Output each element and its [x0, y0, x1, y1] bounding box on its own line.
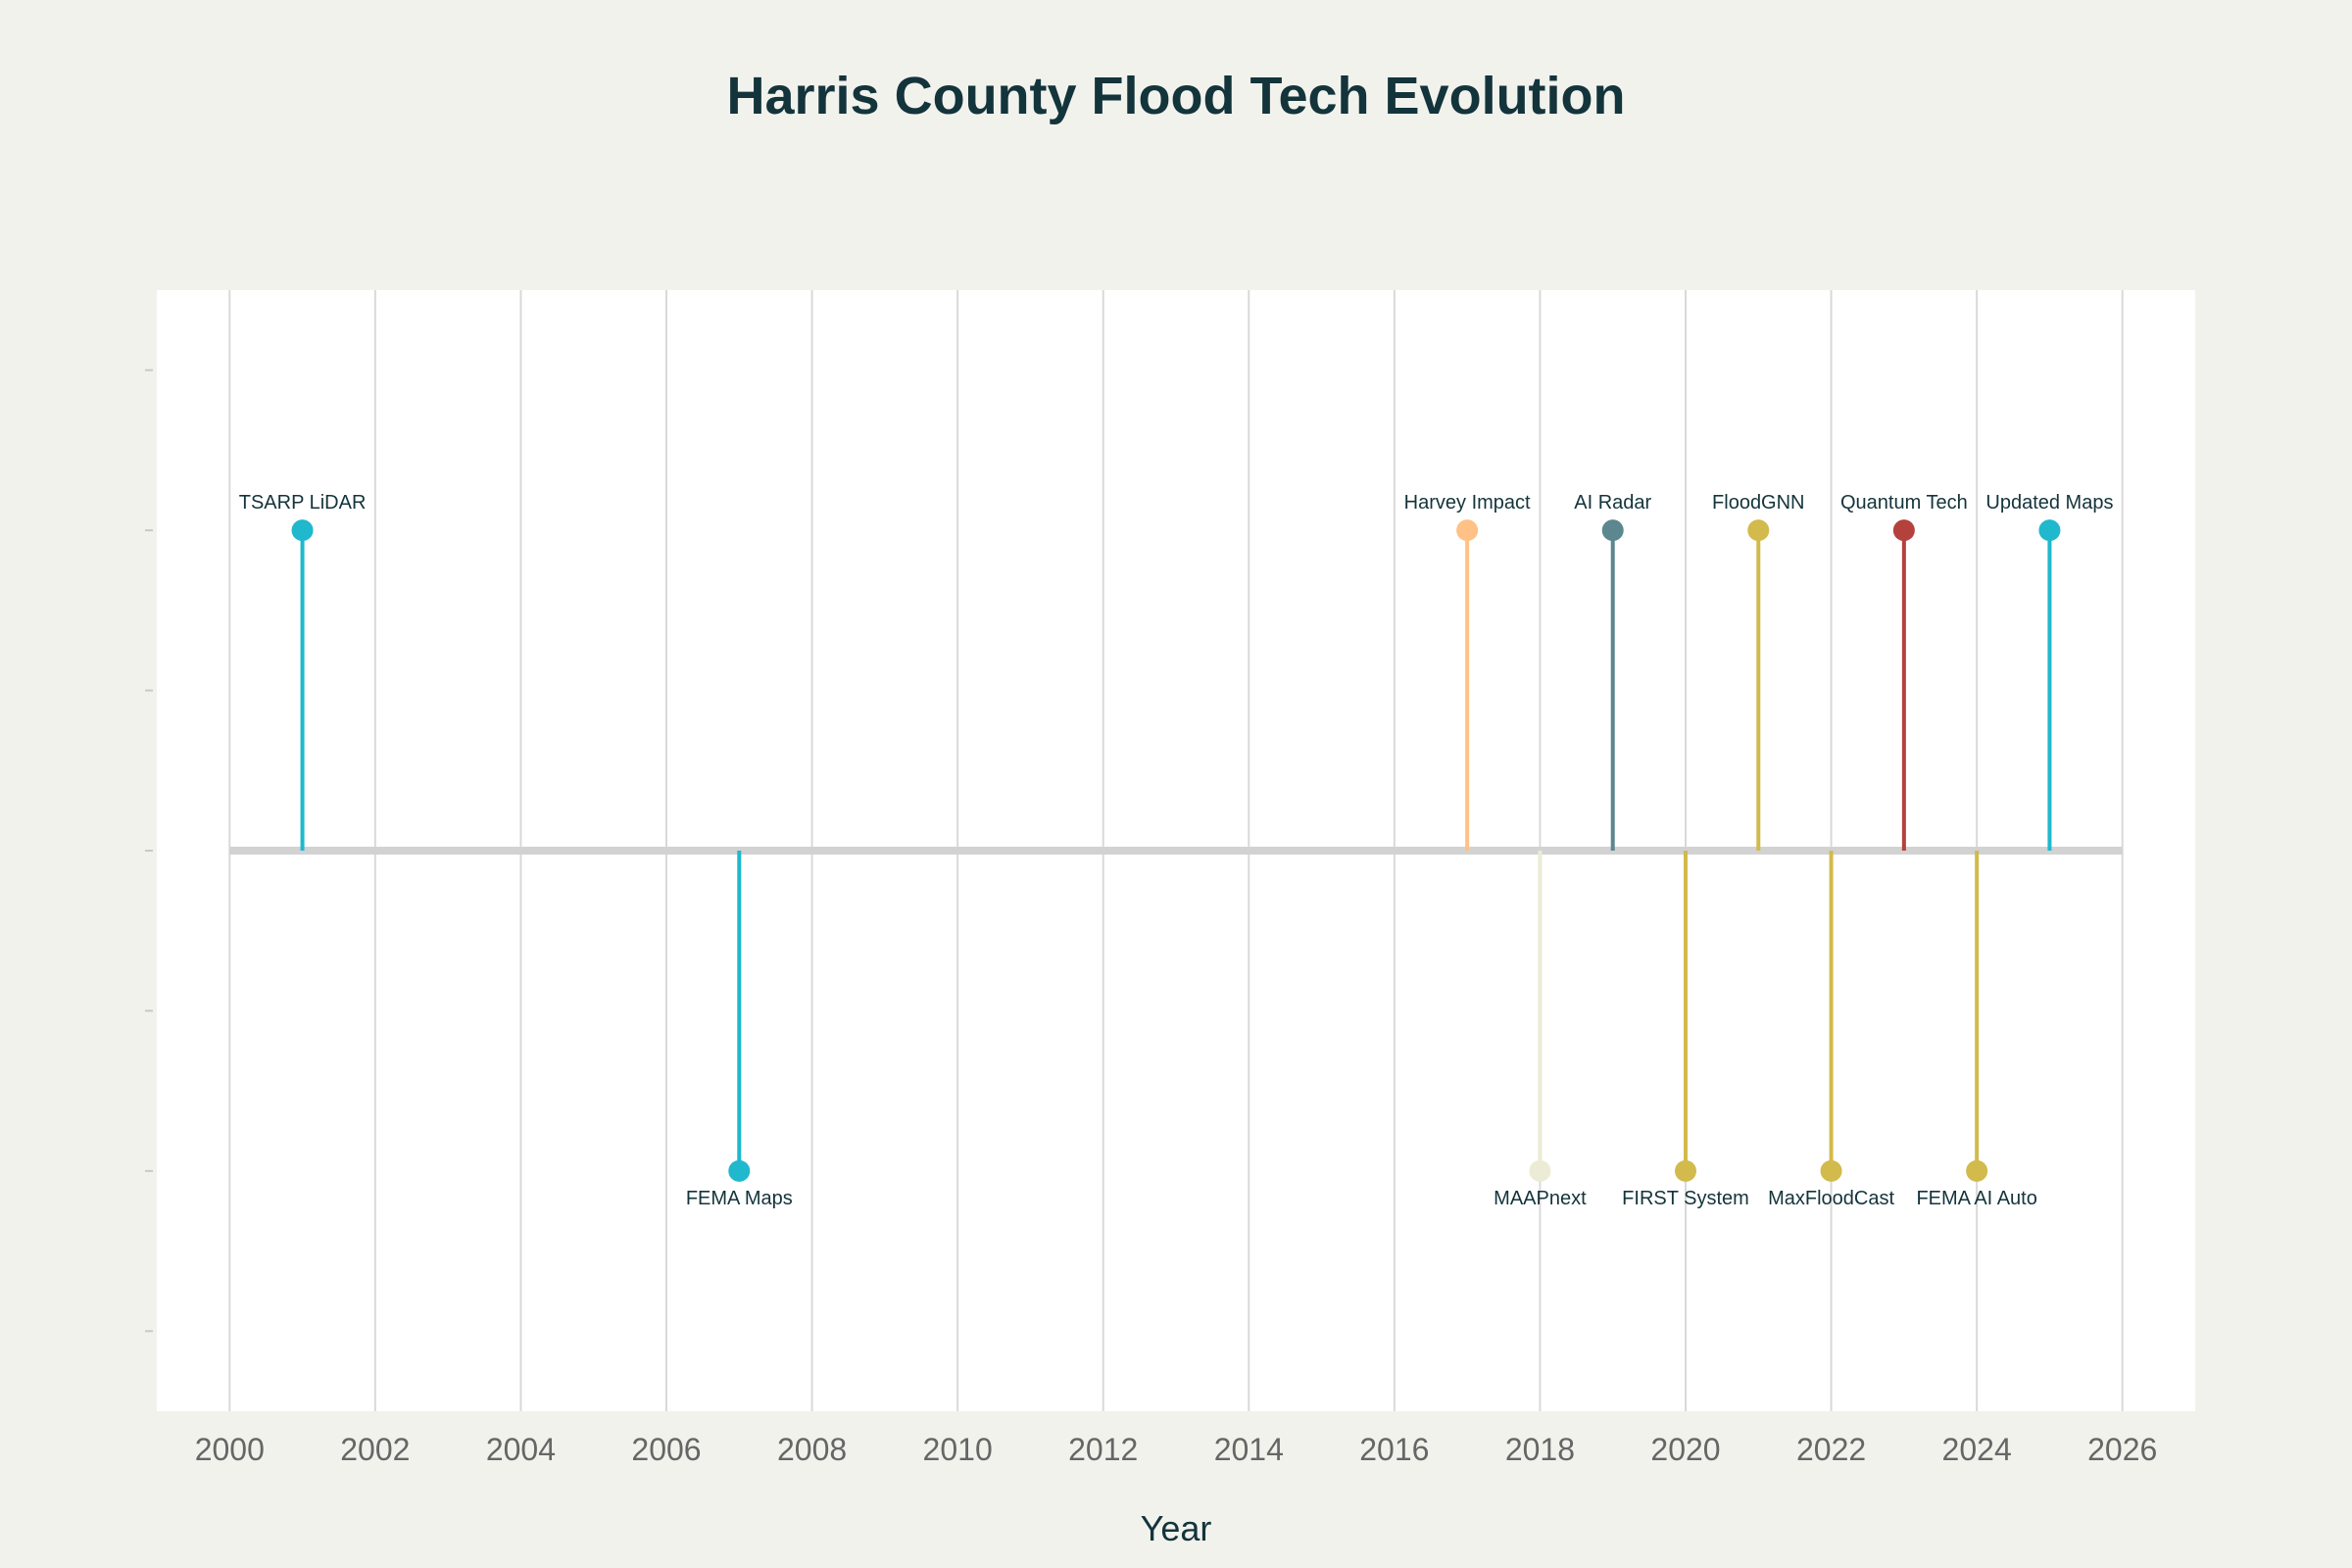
event-marker: FEMA AI Auto	[1916, 851, 2037, 1209]
event-point	[1747, 519, 1770, 542]
x-tick-label: 2024	[1942, 1432, 2012, 1467]
event-label: AI Radar	[1574, 492, 1651, 514]
event-point	[728, 1159, 751, 1182]
event-label: Quantum Tech	[1840, 492, 1968, 514]
event-point	[2038, 519, 2061, 542]
event-point	[1892, 519, 1915, 542]
event-label: FIRST System	[1622, 1188, 1749, 1209]
event-label: Harvey Impact	[1404, 492, 1531, 514]
event-marker: Updated Maps	[1985, 492, 2113, 851]
event-label: FloodGNN	[1712, 492, 1804, 514]
event-label: MaxFloodCast	[1768, 1188, 1894, 1209]
x-tick-label: 2012	[1068, 1432, 1138, 1467]
event-marker: AI Radar	[1574, 492, 1652, 851]
x-axis-tick-labels: 2000 2002 2004 2006 2008 2010 2012 2014 2016 2018…	[195, 1432, 2158, 1467]
x-tick-label: 2002	[340, 1432, 410, 1467]
event-point	[1820, 1159, 1842, 1182]
event-label: FEMA Maps	[686, 1188, 793, 1209]
x-tick-label: 2016	[1359, 1432, 1429, 1467]
x-tick-label: 2004	[486, 1432, 556, 1467]
x-tick-label: 2000	[195, 1432, 265, 1467]
x-tick-label: 2026	[2087, 1432, 2157, 1467]
event-label: Updated Maps	[1985, 492, 2113, 514]
x-tick-label: 2018	[1505, 1432, 1575, 1467]
events: TSARP LiDAR FEMA Maps Harvey Impact MAAPnex…	[239, 492, 2114, 1209]
x-axis-title: Year	[1141, 1508, 1212, 1548]
event-marker: MAAPnext	[1494, 851, 1587, 1209]
event-marker: Quantum Tech	[1840, 492, 1968, 851]
event-marker: FIRST System	[1622, 851, 1749, 1209]
event-label: FEMA AI Auto	[1916, 1188, 2036, 1209]
x-tick-label: 2014	[1214, 1432, 1284, 1467]
event-point	[1456, 519, 1479, 542]
y-axis-ticks	[145, 368, 153, 1333]
chart-title: Harris County Flood Tech Evolution	[726, 67, 1625, 125]
event-marker: Harvey Impact	[1404, 492, 1531, 851]
x-tick-label: 2008	[777, 1432, 847, 1467]
event-label: MAAPnext	[1494, 1188, 1587, 1209]
event-point	[1675, 1159, 1696, 1182]
event-marker: FloodGNN	[1712, 492, 1805, 851]
x-tick-label: 2020	[1650, 1432, 1720, 1467]
x-tick-label: 2006	[631, 1432, 701, 1467]
event-marker: TSARP LiDAR	[239, 492, 367, 851]
event-point	[1601, 519, 1624, 542]
x-tick-label: 2010	[923, 1432, 993, 1467]
event-point	[1529, 1159, 1551, 1182]
x-tick-label: 2022	[1796, 1432, 1866, 1467]
event-point	[1966, 1159, 1988, 1182]
event-marker: FEMA Maps	[686, 851, 793, 1209]
event-point	[291, 519, 314, 542]
event-marker: MaxFloodCast	[1768, 851, 1894, 1209]
event-label: TSARP LiDAR	[239, 492, 367, 514]
